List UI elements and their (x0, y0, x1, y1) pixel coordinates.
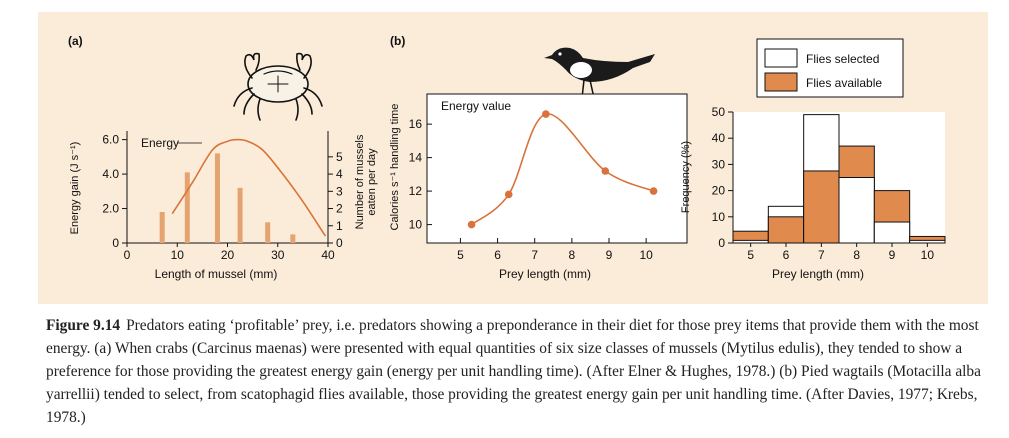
b-x-tick-label: 6 (494, 248, 501, 262)
b-y-tick-label: 12 (409, 184, 423, 198)
a-y-axis-label: Energy gain (J s⁻¹) (69, 142, 81, 235)
energy-curve (171, 138, 327, 237)
mussel-bar (237, 187, 243, 243)
c-x-tick-label: 7 (818, 248, 825, 262)
energy-value-point (467, 220, 476, 229)
b-x-tick-label: 9 (606, 248, 613, 262)
b-x-tick-label: 8 (569, 248, 576, 262)
a-y2-axis-label-line2: eaten per day (366, 148, 378, 216)
c-y-tick-label: 0 (718, 236, 725, 250)
energy-value-point (601, 167, 610, 175)
b-y-tick-label: 16 (409, 117, 423, 131)
c-y-axis-label: Frequency (%) (680, 141, 692, 213)
mussel-bar (214, 153, 220, 243)
figure-caption: Figure 9.14 Predators eating ‘profitable’… (46, 314, 986, 429)
bar-flies-available (803, 170, 840, 244)
legend-swatch-available (764, 72, 798, 92)
energy-value-point (649, 187, 658, 195)
bar-flies-selected (873, 221, 911, 244)
a-y2-tick-label: 5 (336, 150, 343, 164)
c-y-tick-label: 40 (712, 131, 726, 145)
a-y-tick-label: 2.0 (102, 202, 119, 216)
b-x-tick-label: 10 (639, 248, 653, 262)
c-x-tick-label: 8 (853, 248, 860, 262)
b-chart-title: Energy value (441, 99, 511, 113)
b-y-tick-label: 14 (409, 151, 423, 165)
b-x-axis-label: Prey length (mm) (499, 267, 591, 281)
legend-label-selected: Flies selected (806, 52, 879, 66)
a-y-tick-label: 4.0 (102, 167, 119, 181)
mussel-bar (159, 211, 165, 243)
a-y2-tick-label: 0 (336, 236, 343, 250)
c-x-axis-label: Prey length (mm) (772, 267, 864, 281)
a-y2-tick-label: 1 (336, 219, 343, 233)
a-x-tick-label: 20 (221, 248, 235, 262)
panel-b-label: (b) (390, 34, 405, 48)
a-y2-tick-label: 3 (336, 184, 343, 198)
histogram-legend: Flies selected Flies available (756, 38, 904, 98)
a-x-axis-label: Length of mussel (mm) (155, 267, 278, 281)
wagtail-bird-icon (544, 47, 655, 99)
b-x-tick-label: 5 (457, 248, 464, 262)
chart-b: 5 6 7 8 9 10 10 12 14 16 Energy value Prey length… (389, 93, 688, 281)
mussel-bar (290, 234, 296, 243)
a-x-tick-label: 0 (124, 248, 131, 262)
bar-flies-available (767, 216, 805, 244)
c-x-tick-label: 5 (747, 248, 754, 262)
c-y-tick-label: 50 (712, 105, 726, 119)
a-y2-tick-label: 2 (336, 202, 343, 216)
mussel-bar (184, 172, 190, 243)
b-x-tick-label: 7 (531, 248, 538, 262)
a-x-tick-label: 10 (171, 248, 185, 262)
legend-swatch-selected (764, 48, 798, 68)
c-x-tick-label: 9 (889, 248, 896, 262)
chart-c: 5 6 7 8 9 10 0 10 20 30 40 50 Prey length (mm) Freq… (680, 38, 946, 281)
bar-flies-selected (838, 177, 875, 244)
b-y-axis-label: Calories s⁻¹ handling time (389, 104, 401, 231)
energy-value-point (504, 190, 513, 199)
c-y-tick-label: 30 (712, 157, 726, 171)
caption-text: Predators eating ‘profitable’ prey, i.e.… (46, 317, 981, 426)
b-y-tick-label: 10 (409, 218, 423, 232)
legend-label-available: Flies available (806, 76, 882, 90)
c-y-tick-label: 10 (712, 210, 726, 224)
a-y2-axis-label-line1: Number of mussels (354, 134, 366, 229)
mussel-bar (265, 222, 271, 243)
panel-a-label: (a) (68, 34, 83, 48)
a-x-tick-label: 30 (271, 248, 285, 262)
energy-value-point (542, 110, 550, 118)
a-y2-tick-label: 4 (336, 167, 343, 181)
caption-label: Figure 9.14 (46, 317, 121, 334)
a-x-tick-label: 40 (321, 248, 335, 262)
c-x-tick-label: 6 (783, 248, 790, 262)
a-y-tick-label: 6.0 (102, 133, 119, 147)
figure-panel: (a) (b) 0 10 20 30 40 0 2.0 4.0 6.0 0 (38, 12, 988, 304)
energy-curve-label: Energy (141, 136, 179, 150)
c-x-tick-label: 10 (921, 248, 935, 262)
c-y-tick-label: 20 (712, 184, 726, 198)
a-y-tick-label: 0 (112, 236, 119, 250)
crab-icon (233, 52, 323, 121)
